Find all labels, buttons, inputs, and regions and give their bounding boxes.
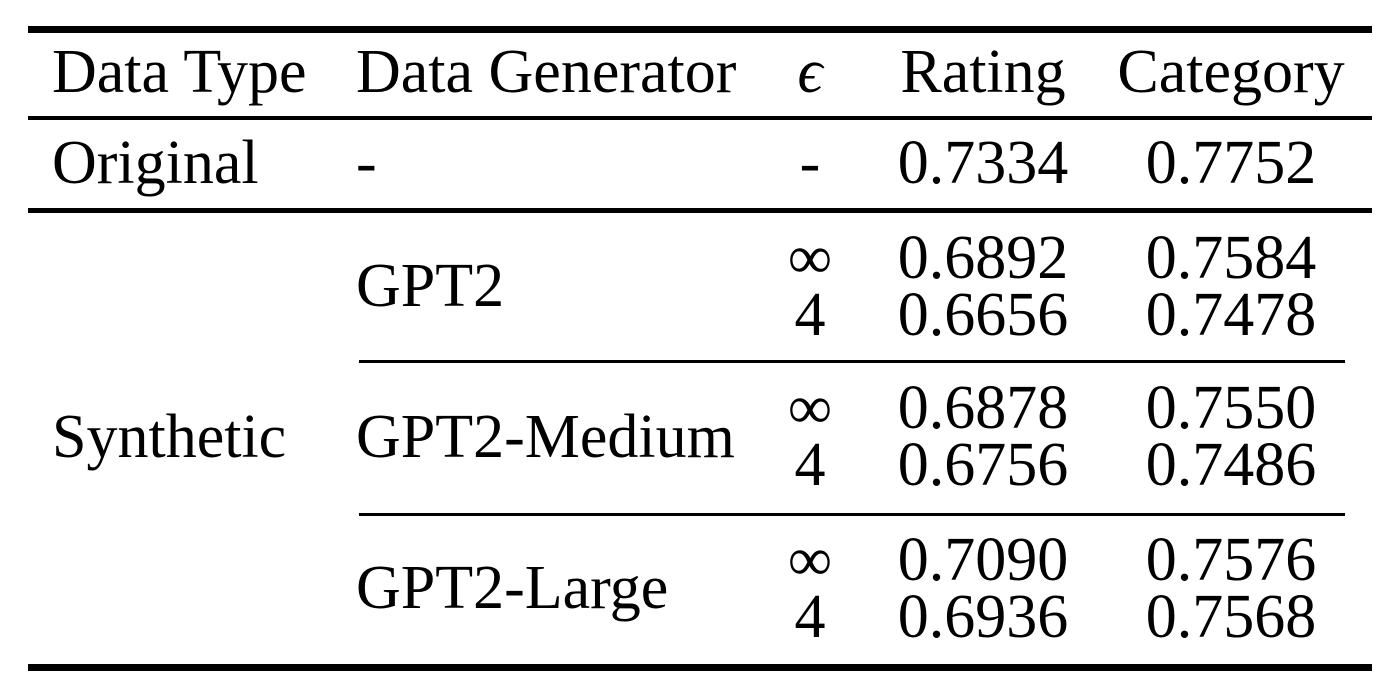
header-bottom-rule bbox=[28, 116, 1372, 120]
cell-original-rating: 0.7334 bbox=[897, 129, 1069, 197]
cell-gpt2-inf-rating: 0.6892 bbox=[897, 224, 1069, 292]
header-data-type: Data Type bbox=[52, 38, 307, 106]
cell-gpt2-medium-4-epsilon: 4 bbox=[794, 431, 826, 499]
original-row-bottom-rule bbox=[28, 208, 1372, 213]
cell-original-data-type: Original bbox=[52, 129, 259, 197]
gpt2-medium-group-divider-rule bbox=[359, 513, 1345, 516]
cell-gpt2-medium-label: GPT2-Medium bbox=[356, 403, 735, 471]
cell-gpt2-4-rating: 0.6656 bbox=[897, 281, 1069, 349]
cell-gpt2-medium-inf-rating: 0.6878 bbox=[897, 374, 1069, 442]
cell-gpt2-medium-4-category: 0.7486 bbox=[1145, 431, 1317, 499]
header-rating: Rating bbox=[900, 38, 1066, 106]
cell-gpt2-large-4-epsilon: 4 bbox=[794, 583, 826, 651]
header-data-generator: Data Generator bbox=[356, 38, 737, 106]
cell-gpt2-large-4-category: 0.7568 bbox=[1145, 583, 1317, 651]
cell-gpt2-label: GPT2 bbox=[356, 252, 505, 320]
cell-gpt2-medium-4-rating: 0.6756 bbox=[897, 431, 1069, 499]
cell-gpt2-4-epsilon: 4 bbox=[794, 281, 826, 349]
cell-gpt2-inf-epsilon: ∞ bbox=[787, 224, 833, 292]
header-epsilon: ϵ bbox=[797, 38, 823, 106]
cell-gpt2-large-label: GPT2-Large bbox=[356, 554, 669, 622]
table-bottom-rule bbox=[28, 664, 1372, 671]
cell-gpt2-medium-inf-category: 0.7550 bbox=[1145, 374, 1317, 442]
cell-gpt2-large-inf-category: 0.7576 bbox=[1145, 526, 1317, 594]
header-category: Category bbox=[1117, 38, 1345, 106]
cell-original-epsilon: - bbox=[799, 129, 821, 197]
cell-original-generator: - bbox=[356, 129, 377, 197]
cell-synthetic-label: Synthetic bbox=[52, 403, 287, 471]
cell-gpt2-medium-inf-epsilon: ∞ bbox=[787, 374, 833, 442]
cell-gpt2-large-inf-rating: 0.7090 bbox=[897, 526, 1069, 594]
gpt2-group-divider-rule bbox=[359, 360, 1345, 363]
cell-gpt2-large-inf-epsilon: ∞ bbox=[787, 526, 833, 594]
cell-original-category: 0.7752 bbox=[1145, 129, 1317, 197]
table-top-rule bbox=[28, 26, 1372, 33]
cell-gpt2-4-category: 0.7478 bbox=[1145, 281, 1317, 349]
cell-gpt2-inf-category: 0.7584 bbox=[1145, 224, 1317, 292]
cell-gpt2-large-4-rating: 0.6936 bbox=[897, 583, 1069, 651]
